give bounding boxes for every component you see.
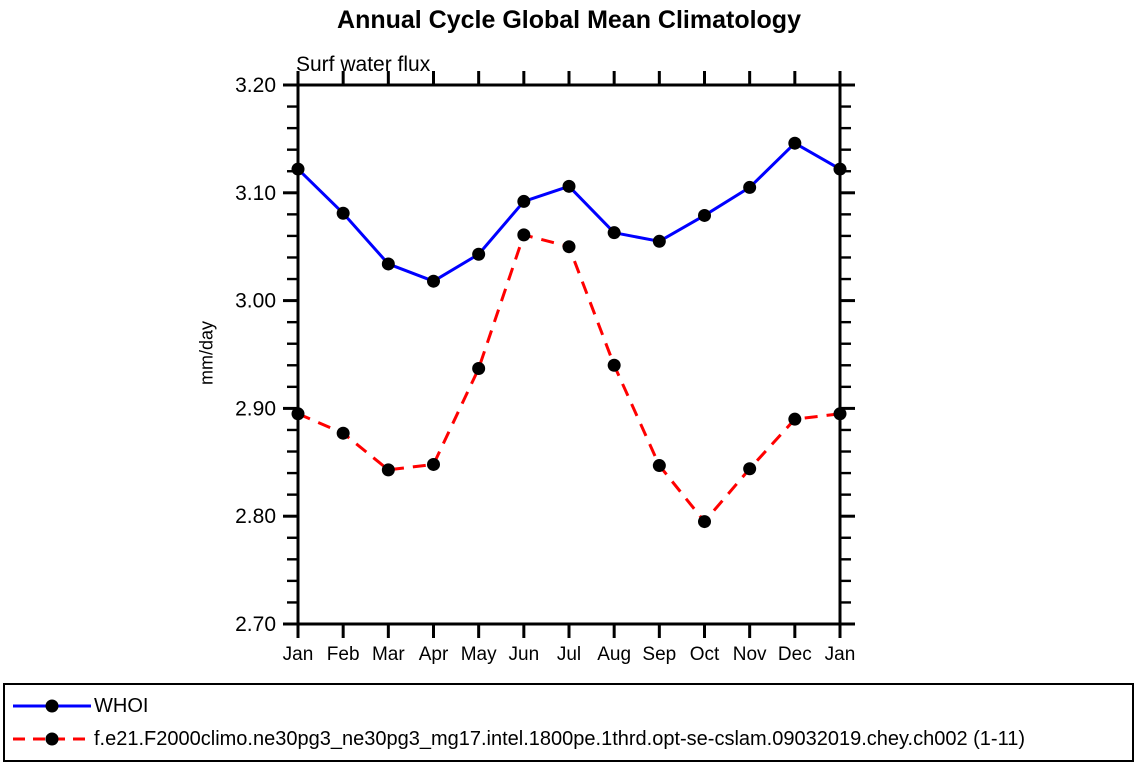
svg-text:Aug: Aug bbox=[597, 644, 631, 665]
legend-box: WHOI f.e21.F2000climo.ne30pg3_ne30pg3_mg… bbox=[3, 683, 1134, 762]
svg-text:Apr: Apr bbox=[419, 644, 449, 665]
svg-text:2.90: 2.90 bbox=[235, 397, 276, 420]
svg-text:Jan: Jan bbox=[283, 644, 314, 665]
svg-text:Jul: Jul bbox=[557, 644, 581, 665]
chart-title: Annual Cycle Global Mean Climatology bbox=[337, 6, 801, 34]
svg-text:Dec: Dec bbox=[778, 644, 812, 665]
svg-text:3.00: 3.00 bbox=[235, 290, 276, 313]
svg-text:3.10: 3.10 bbox=[235, 182, 276, 205]
svg-text:Mar: Mar bbox=[372, 644, 405, 665]
svg-text:2.80: 2.80 bbox=[235, 505, 276, 528]
legend-item-whoi: WHOI bbox=[12, 690, 1132, 723]
svg-text:May: May bbox=[461, 644, 497, 665]
legend-label: WHOI bbox=[94, 695, 149, 717]
svg-text:Sep: Sep bbox=[642, 644, 676, 665]
legend-label: f.e21.F2000climo.ne30pg3_ne30pg3_mg17.in… bbox=[94, 728, 1026, 750]
svg-text:Jan: Jan bbox=[825, 644, 856, 665]
svg-text:3.20: 3.20 bbox=[235, 74, 276, 97]
svg-text:Nov: Nov bbox=[733, 644, 767, 665]
svg-text:2.70: 2.70 bbox=[235, 613, 276, 636]
left-axis-subtitle: Surf water flux bbox=[296, 53, 431, 76]
svg-text:Oct: Oct bbox=[690, 644, 720, 665]
svg-text:Jun: Jun bbox=[509, 644, 540, 665]
legend-line-sample-solid bbox=[13, 699, 91, 713]
svg-text:Feb: Feb bbox=[327, 644, 360, 665]
legend-line-sample-dashed bbox=[13, 732, 91, 746]
legend-item-model-run: f.e21.F2000climo.ne30pg3_ne30pg3_mg17.in… bbox=[12, 723, 1132, 756]
